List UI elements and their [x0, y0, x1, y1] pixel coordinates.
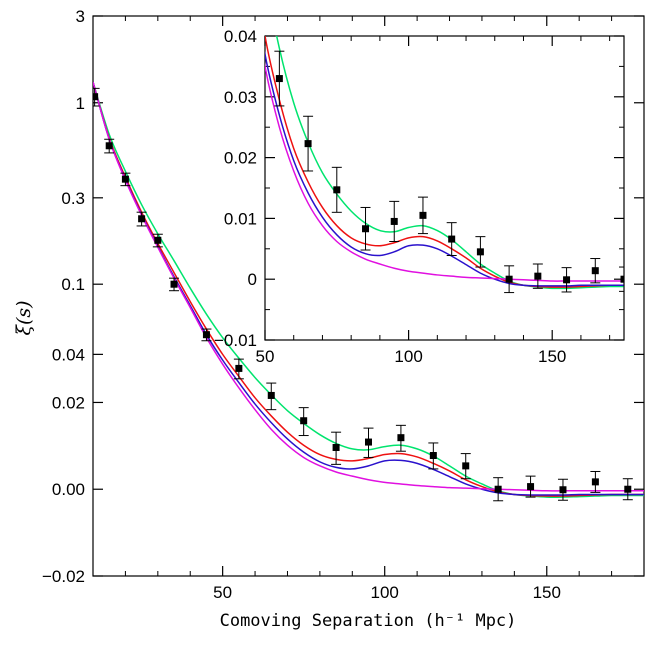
inset-data-point [476, 248, 484, 256]
inset-y-tick-label: 0.01 [224, 209, 257, 228]
main-points [93, 87, 633, 502]
inset-data-point [534, 272, 542, 280]
main-series-blue-model [93, 81, 644, 496]
main-series-magenta-model [93, 81, 644, 492]
main-y-tick-label: 1 [76, 94, 85, 113]
inset-y-tick-label: 0 [248, 270, 257, 289]
main-data-point [624, 485, 632, 493]
main-data-point [365, 438, 372, 446]
main-data-point [138, 215, 146, 223]
inset-curves [265, 36, 624, 290]
inset-y-tick-label: 0.03 [224, 88, 257, 107]
inset-points [274, 50, 624, 294]
inset-data-point [304, 140, 312, 148]
inset-data-point [448, 235, 456, 243]
main-data-point [527, 483, 535, 491]
main-data-point [462, 462, 470, 470]
main-x-tick-label: 150 [533, 583, 561, 602]
main-y-tick-label: 0.00 [52, 480, 85, 499]
main-x-tick-label: 50 [213, 583, 232, 602]
main-plot-frame [92, 15, 645, 577]
main-data-point [105, 142, 113, 150]
inset-data-point [333, 186, 341, 194]
main-y-tick-label: 0.04 [52, 345, 85, 364]
main-y-tick-label: −0.02 [42, 567, 85, 586]
inset-y-tick-label: 0.02 [224, 149, 257, 168]
inset-data-point [505, 275, 513, 283]
main-x-tick-label: 100 [371, 583, 399, 602]
main-data-point [591, 478, 599, 486]
inset-data-point [275, 75, 283, 83]
inset-data-point [362, 225, 370, 233]
y-axis-label: ξ(s) [13, 300, 35, 335]
main-y-tick-label: 3 [76, 7, 85, 26]
inset-series-magenta-model [265, 62, 624, 282]
x-axis-label: Comoving Separation (h⁻¹ Mpc) [220, 611, 517, 631]
inset-x-tick-label: 100 [394, 347, 422, 366]
inset-data-point [591, 267, 599, 275]
inset-x-tick-label: 50 [256, 347, 275, 366]
inset-ticks: 50 100 150 0.04 0.03 0.02 0.01 0 −0.01 [214, 27, 624, 366]
main-y-tick-label: 0.02 [52, 393, 85, 412]
main-data-point [93, 93, 99, 101]
main-data-point [202, 331, 210, 339]
main-data-point [494, 485, 502, 493]
main-data-point [300, 417, 308, 425]
main-y-tick-label: 0.3 [61, 189, 85, 208]
inset-data-point [390, 217, 398, 225]
main-data-point [332, 443, 340, 451]
main-data-point [121, 175, 129, 183]
inset-data-point [563, 276, 571, 284]
main-data-point [235, 364, 243, 372]
inset-series-blue-model [265, 50, 624, 287]
main-series-red-model [93, 81, 644, 497]
main-data-point [170, 280, 178, 288]
main-data-point [154, 236, 162, 244]
main-data-point [397, 434, 405, 442]
inset-y-tick-label: 0.04 [224, 27, 257, 46]
inset-plot-frame [264, 35, 625, 341]
main-y-tick-label: 0.1 [61, 275, 85, 294]
inset-data-point [620, 275, 624, 283]
main-data-point [267, 391, 275, 399]
inset-y-tick-label: −0.01 [214, 331, 257, 350]
inset-x-tick-label: 150 [538, 347, 566, 366]
main-ticks: 50 100 150 3 1 0.3 0.1 0.04 0.02 0.00 −0.02 [42, 7, 644, 602]
inset-data-point [419, 211, 427, 219]
main-data-point [559, 486, 567, 494]
main-data-point [429, 452, 437, 460]
